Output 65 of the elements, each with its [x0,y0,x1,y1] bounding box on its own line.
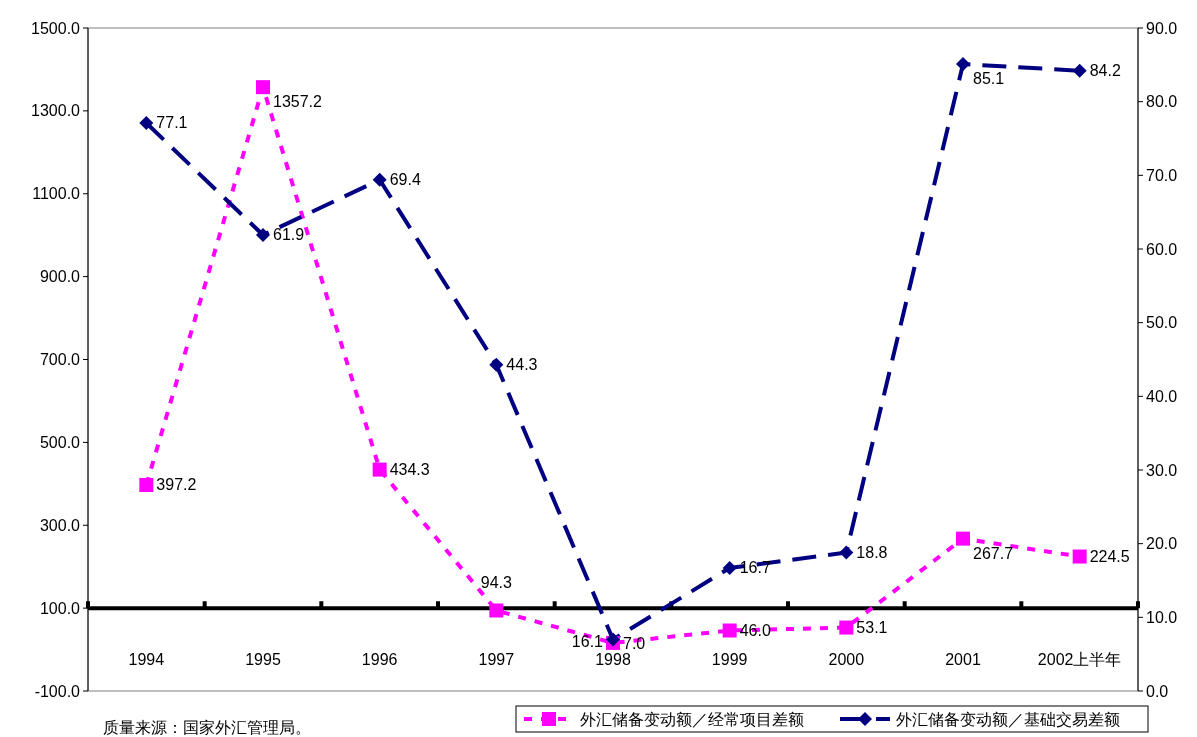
data-label: 94.3 [480,574,513,592]
data-label: 16.1 [571,632,604,650]
data-label: 18.8 [856,543,888,561]
y2-tick-label: 10.0 [1146,608,1178,626]
point [256,228,270,242]
x-tick-label: 1996 [361,651,398,669]
y2-tick-label: 70.0 [1146,166,1178,184]
x-tick-label: 1995 [245,651,281,669]
point [839,545,854,560]
data-label: 1357.2 [273,93,323,111]
point [1072,549,1087,564]
data-label: 44.3 [506,355,538,373]
legend-label: 外汇储备变动额／基础交易差额 [896,710,1120,728]
x-tick-label: 2001 [945,651,981,669]
y-tick-label: 900.0 [39,268,81,286]
data-label: 46.0 [739,621,771,639]
point [372,172,387,187]
y-tick-label: 100.0 [39,599,81,617]
point [956,531,970,546]
data-label: 53.1 [856,618,888,636]
x-tick-label: 2002上半年 [1037,651,1122,669]
data-label: 77.1 [156,114,188,132]
data-label: 7.0 [623,635,646,653]
legend-label: 外汇储备变动额／经常项目差额 [580,710,804,728]
x-tick-label: 1998 [595,651,631,669]
point [839,620,854,635]
data-label: 69.4 [389,170,421,188]
y2-tick-label: 60.0 [1146,240,1178,258]
point [489,603,504,618]
point [139,477,154,492]
point [722,623,737,638]
data-label: 85.1 [973,70,1005,88]
y2-tick-label: 80.0 [1146,93,1178,111]
point [256,80,270,95]
point [1072,63,1087,78]
point [956,57,970,72]
x-tick-label: 1999 [711,651,748,669]
x-tick-label: 1994 [128,651,165,669]
y2-tick-label: 40.0 [1146,387,1178,405]
data-label: 224.5 [1089,547,1130,565]
y-tick-label: 700.0 [39,351,81,369]
y2-tick-label: 20.0 [1146,535,1178,553]
data-label: 434.3 [389,460,430,478]
point [722,560,737,575]
y-tick-label: 1100.0 [32,185,81,203]
y2-tick-label: 0.0 [1146,682,1169,700]
text: 质量来源：国家外汇管理局。 [103,719,311,736]
y2-tick-label: 30.0 [1146,461,1178,479]
data-label: 84.2 [1089,61,1121,79]
y-tick-label: 500.0 [39,433,81,451]
data-label: 61.9 [273,226,305,243]
data-label: 16.7 [739,558,771,576]
y-tick-label: -100.0 [34,682,81,700]
y2-tick-label: 50.0 [1146,314,1178,332]
point [372,462,387,477]
y-tick-label: 1500.0 [31,19,81,37]
y-tick-label: 300.0 [39,516,81,534]
data-label: 397.2 [156,475,197,493]
x-tick-label: 1997 [478,651,515,669]
x-tick-label: 2000 [828,651,865,669]
y2-tick-label: 90.0 [1146,19,1178,37]
point [489,357,504,372]
point [139,116,154,131]
data-label: 267.7 [973,544,1014,562]
y-tick-label: 1300.0 [31,102,81,120]
